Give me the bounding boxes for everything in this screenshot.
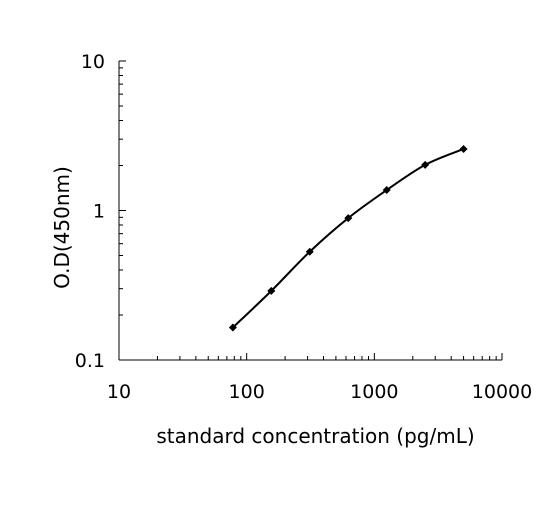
data-point-marker — [459, 144, 468, 153]
data-point-marker — [421, 160, 430, 169]
x-tick-label: 10000 — [472, 381, 532, 403]
plot-area — [228, 144, 468, 332]
x-tick-label: 100 — [229, 381, 265, 403]
data-point-marker — [382, 186, 391, 195]
y-tick-label: 0.1 — [75, 350, 105, 372]
series-line — [232, 148, 464, 329]
y-tick-label: 1 — [93, 201, 105, 223]
y-axis-title: O.D(450nm) — [50, 166, 74, 289]
data-point-marker — [228, 323, 237, 332]
axes — [118, 61, 502, 361]
x-ticks: 10 100 1000 10000 — [107, 353, 532, 403]
y-tick-label: 10 — [81, 51, 105, 73]
data-point-marker — [305, 247, 314, 256]
x-tick-label: 10 — [107, 381, 131, 403]
data-point-marker — [267, 286, 276, 295]
y-ticks: 0.1 1 10 — [75, 51, 126, 372]
data-point-marker — [344, 214, 353, 223]
x-tick-label: 1000 — [350, 381, 398, 403]
x-axis-title: standard concentration (pg/mL) — [156, 424, 474, 448]
